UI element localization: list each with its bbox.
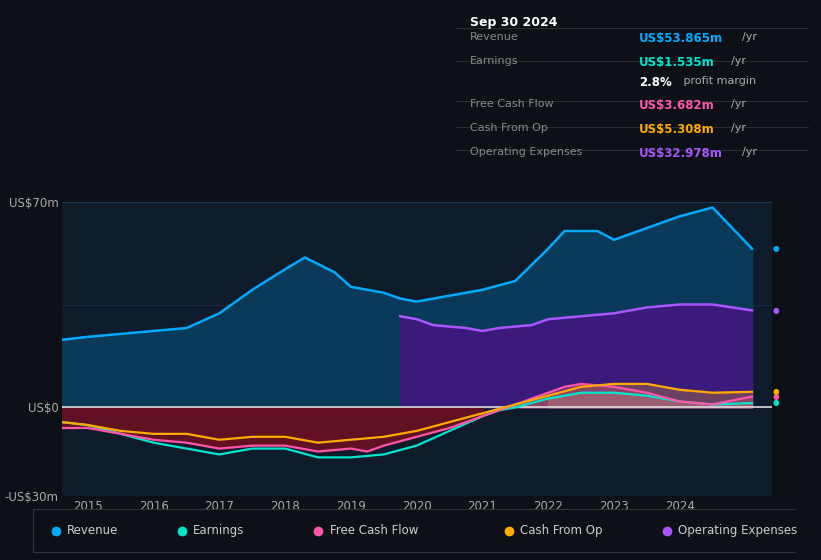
Text: Operating Expenses: Operating Expenses bbox=[678, 524, 797, 537]
Text: /yr: /yr bbox=[741, 147, 757, 157]
Text: Revenue: Revenue bbox=[470, 32, 519, 42]
Text: ●: ● bbox=[773, 388, 779, 396]
Text: /yr: /yr bbox=[732, 123, 746, 133]
Text: Free Cash Flow: Free Cash Flow bbox=[330, 524, 418, 537]
Text: Earnings: Earnings bbox=[470, 55, 518, 66]
Text: /yr: /yr bbox=[732, 55, 746, 66]
Text: Sep 30 2024: Sep 30 2024 bbox=[470, 16, 557, 29]
Text: Cash From Op: Cash From Op bbox=[520, 524, 603, 537]
Text: ●: ● bbox=[773, 392, 779, 401]
Text: US$1.535m: US$1.535m bbox=[640, 55, 715, 69]
Text: Free Cash Flow: Free Cash Flow bbox=[470, 100, 553, 109]
Text: 2.8%: 2.8% bbox=[640, 76, 672, 88]
Text: ●: ● bbox=[773, 244, 779, 253]
Text: US$3.682m: US$3.682m bbox=[640, 100, 715, 113]
Text: Operating Expenses: Operating Expenses bbox=[470, 147, 582, 157]
Text: Cash From Op: Cash From Op bbox=[470, 123, 548, 133]
Text: Earnings: Earnings bbox=[193, 524, 245, 537]
Text: /yr: /yr bbox=[741, 32, 757, 42]
Text: US$53.865m: US$53.865m bbox=[640, 32, 723, 45]
Text: US$5.308m: US$5.308m bbox=[640, 123, 715, 136]
Text: ●: ● bbox=[773, 399, 779, 408]
Text: Revenue: Revenue bbox=[67, 524, 118, 537]
Text: profit margin: profit margin bbox=[680, 76, 756, 86]
Text: ●: ● bbox=[773, 306, 779, 315]
Text: US$32.978m: US$32.978m bbox=[640, 147, 723, 160]
Text: /yr: /yr bbox=[732, 100, 746, 109]
